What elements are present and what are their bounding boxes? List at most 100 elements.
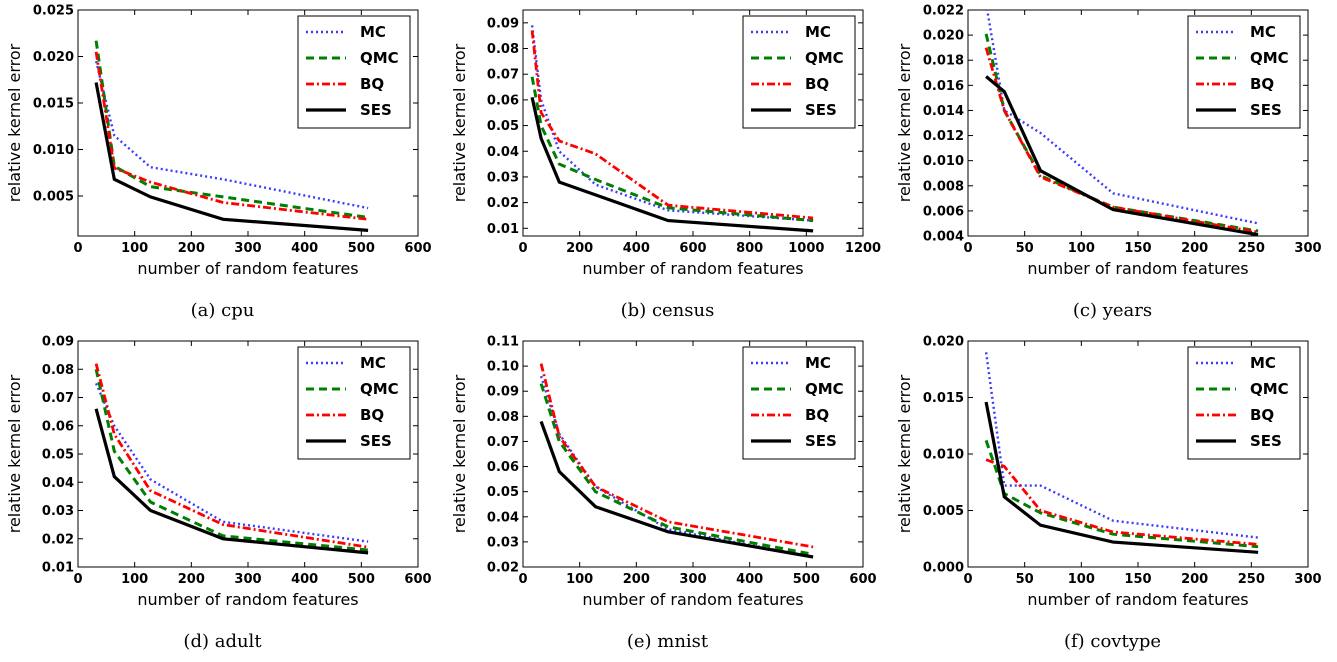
legend-label-qmc: QMC <box>360 380 399 398</box>
y-tick-label: 0.006 <box>923 204 964 219</box>
chart-caption: (c) years <box>1072 300 1153 321</box>
y-tick-label: 0.07 <box>42 391 74 406</box>
x-axis-label: number of random features <box>1027 259 1248 278</box>
y-tick-label: 0.03 <box>42 504 74 519</box>
series-line-bq <box>530 30 814 220</box>
series-line-ses <box>530 96 814 233</box>
legend-label-bq: BQ <box>805 406 829 424</box>
chart-caption: (a) cpu <box>190 300 255 321</box>
y-tick-label: 0.10 <box>487 360 519 375</box>
x-axis-label: number of random features <box>582 259 803 278</box>
legend: MC QMC BQ SES <box>742 346 856 460</box>
chart-caption: (d) adult <box>183 631 262 652</box>
y-tick-label: 0.02 <box>487 196 519 211</box>
legend: MC QMC BQ SES <box>1187 15 1301 129</box>
x-tick-label: 0 <box>963 241 972 256</box>
x-tick-label: 200 <box>623 572 650 587</box>
y-tick-label: 0.05 <box>42 448 74 463</box>
y-tick-label: 0.022 <box>923 4 964 19</box>
chart-panel-5: 0 50 100 150 200 250 300 0.000 0.005 0.010 0.015 0.… <box>890 331 1335 662</box>
x-tick-label: 400 <box>291 572 318 587</box>
x-tick-label: 100 <box>121 572 148 587</box>
x-tick-label: 600 <box>404 572 431 587</box>
series-line-ses <box>984 401 1259 554</box>
y-axis-label: relative kernel error <box>895 374 914 533</box>
x-tick-label: 400 <box>623 241 650 256</box>
series-line-bq <box>984 47 1259 234</box>
y-tick-label: 0.02 <box>42 532 74 547</box>
series-line-mc <box>94 60 369 210</box>
legend-label-mc: MC <box>360 354 386 372</box>
legend-label-qmc: QMC <box>1250 49 1289 67</box>
x-tick-label: 250 <box>1238 241 1265 256</box>
legend-label-bq: BQ <box>360 406 384 424</box>
x-tick-label: 0 <box>73 572 82 587</box>
y-tick-label: 0.08 <box>487 410 519 425</box>
x-tick-label: 600 <box>849 572 876 587</box>
x-tick-label: 600 <box>404 241 431 256</box>
legend-label-bq: BQ <box>360 75 384 93</box>
legend-label-mc: MC <box>1250 23 1276 41</box>
y-axis-label: relative kernel error <box>5 374 24 533</box>
legend-label-mc: MC <box>805 23 831 41</box>
legend-label-qmc: QMC <box>805 49 844 67</box>
y-tick-label: 0.03 <box>487 535 519 550</box>
y-tick-label: 0.06 <box>487 93 519 108</box>
chart-svg: 0 100 200 300 400 500 600 0.02 0.03 0.04 0.05 0.06 0… <box>450 335 877 610</box>
chart-caption: (e) mnist <box>626 631 709 652</box>
y-tick-label: 0.014 <box>923 104 964 119</box>
y-tick-label: 0.01 <box>42 561 74 576</box>
x-tick-label: 150 <box>1124 241 1151 256</box>
y-axis-label: relative kernel error <box>450 43 469 202</box>
y-tick-label: 0.020 <box>33 50 74 65</box>
legend-label-ses: SES <box>805 432 837 450</box>
x-tick-label: 1200 <box>845 241 881 256</box>
legend: MC QMC BQ SES <box>297 346 411 460</box>
chart-svg: 0 200 400 600 800 1000 1200 0.01 0.02 0.03 0.04 0.0… <box>450 9 881 278</box>
y-tick-label: 0.010 <box>923 448 964 463</box>
y-tick-label: 0.020 <box>923 29 964 44</box>
x-axis-label: number of random features <box>137 259 358 278</box>
x-tick-label: 500 <box>348 572 375 587</box>
legend-label-mc: MC <box>805 354 831 372</box>
y-tick-label: 0.020 <box>923 335 964 350</box>
chart-caption: (f) covtype <box>1063 631 1162 652</box>
legend-label-mc: MC <box>360 23 386 41</box>
x-tick-label: 100 <box>566 572 593 587</box>
series-line-bq <box>94 51 369 221</box>
x-tick-label: 0 <box>518 241 527 256</box>
series-line-ses <box>985 75 1259 236</box>
chart-panel-4: 0 100 200 300 400 500 600 0.02 0.03 0.04 0.05 0.06 0… <box>445 331 890 662</box>
x-tick-label: 1000 <box>788 241 824 256</box>
x-tick-label: 50 <box>1016 572 1034 587</box>
x-tick-label: 0 <box>518 572 527 587</box>
series-line-mc <box>984 352 1259 539</box>
chart-svg: 0 100 200 300 400 500 600 0.005 0.010 0.015 0.020 0… <box>5 4 432 279</box>
chart-caption: (b) census <box>620 300 715 321</box>
legend-label-bq: BQ <box>1250 406 1274 424</box>
x-tick-label: 250 <box>1238 572 1265 587</box>
y-tick-label: 0.09 <box>487 385 519 400</box>
x-axis-label: number of random features <box>1027 590 1248 609</box>
legend-label-ses: SES <box>360 101 392 119</box>
x-tick-label: 500 <box>348 241 375 256</box>
series-line-bq <box>94 363 369 549</box>
y-tick-label: 0.09 <box>42 335 74 350</box>
legend-label-qmc: QMC <box>360 49 399 67</box>
y-tick-label: 0.07 <box>487 435 519 450</box>
y-tick-label: 0.06 <box>487 460 519 475</box>
y-tick-label: 0.010 <box>923 154 964 169</box>
y-axis-label: relative kernel error <box>5 43 24 202</box>
x-tick-label: 400 <box>291 241 318 256</box>
x-tick-label: 100 <box>1068 572 1095 587</box>
y-tick-label: 0.04 <box>42 476 74 491</box>
x-tick-label: 0 <box>963 572 972 587</box>
legend: MC QMC BQ SES <box>1187 346 1301 460</box>
x-tick-label: 200 <box>1181 241 1208 256</box>
x-tick-label: 100 <box>121 241 148 256</box>
x-axis-label: number of random features <box>137 590 358 609</box>
legend-label-qmc: QMC <box>1250 380 1289 398</box>
chart-svg: 0 50 100 150 200 250 300 0.004 0.006 0.008 0.010 0.… <box>895 4 1322 279</box>
x-tick-label: 200 <box>566 241 593 256</box>
y-tick-label: 0.015 <box>33 97 74 112</box>
